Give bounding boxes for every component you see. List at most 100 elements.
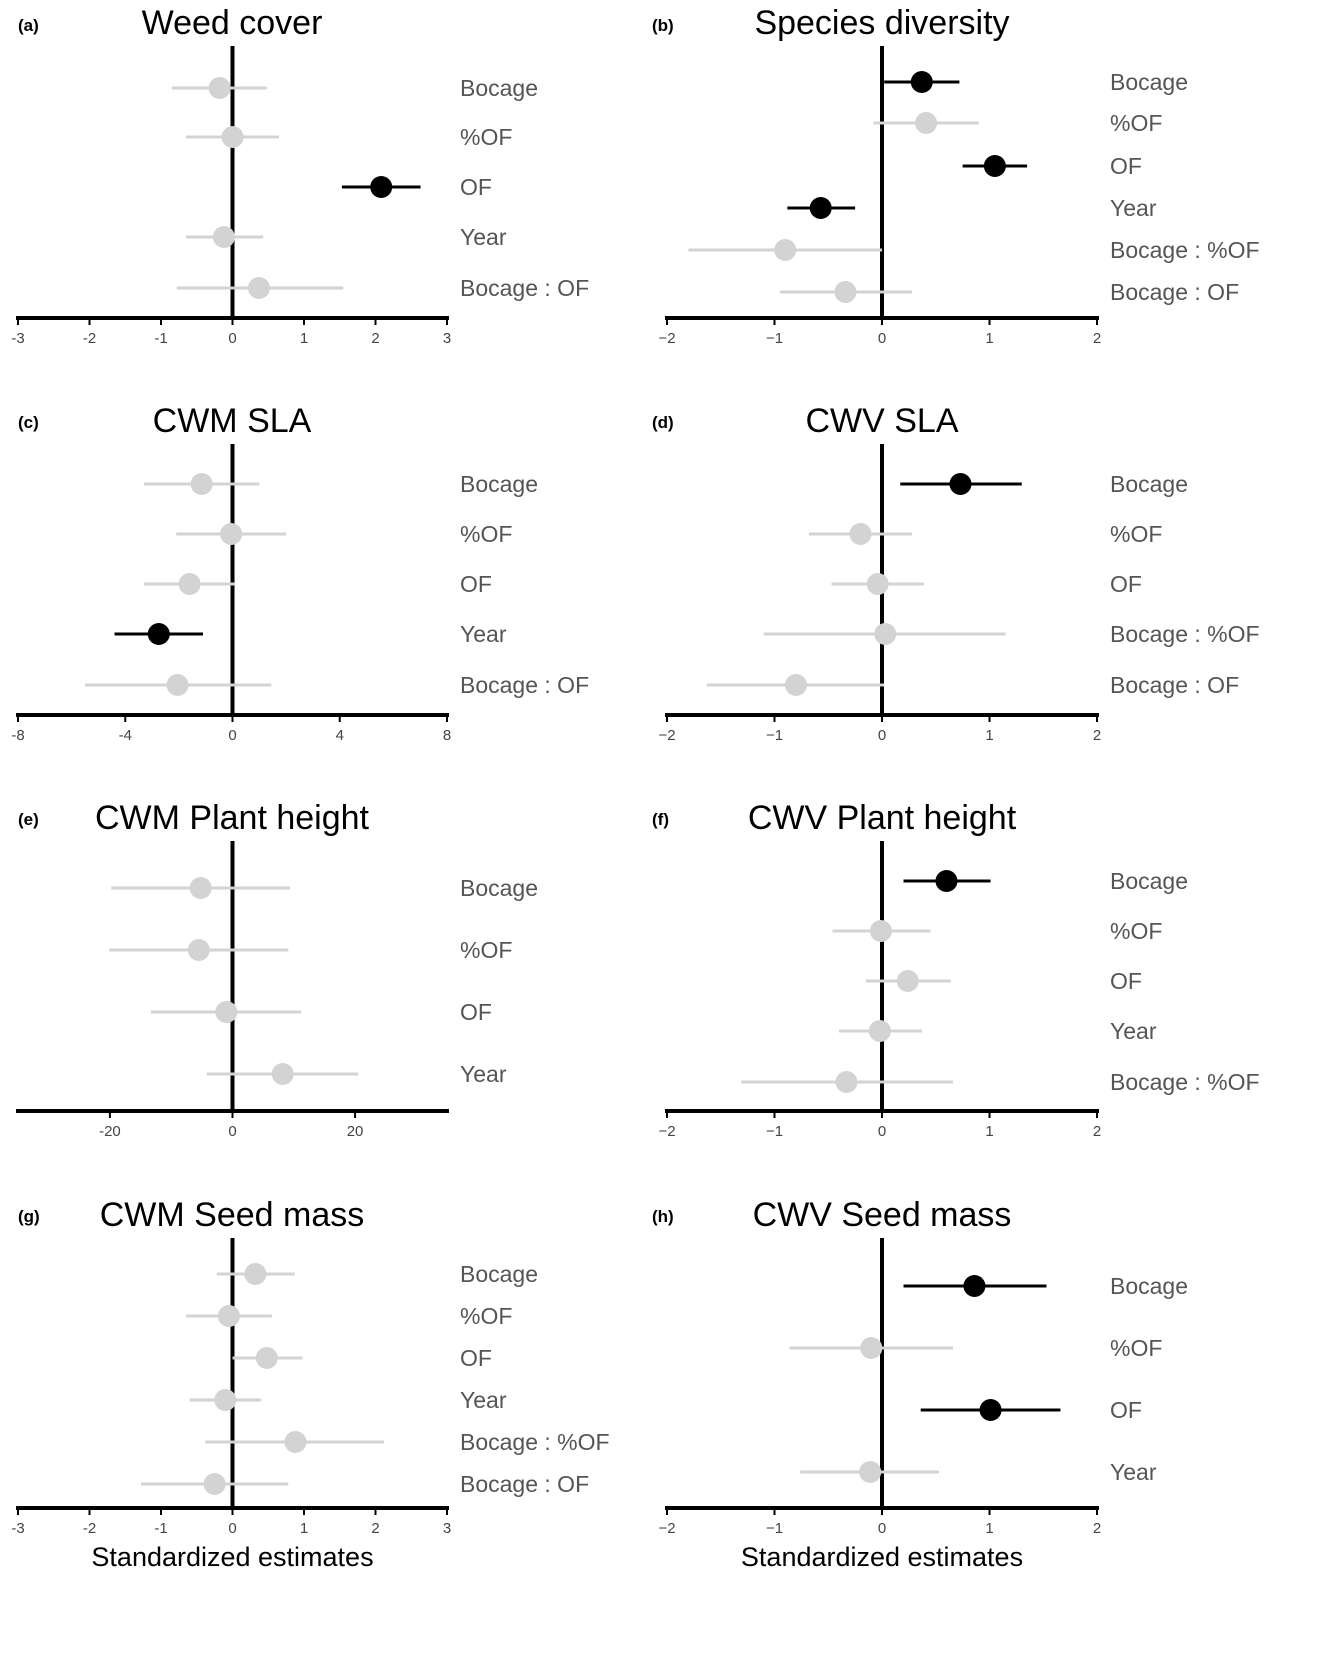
row-label: Bocage : OF [460,672,589,698]
x-tick-label: 1 [985,1520,993,1537]
x-tick-label: −2 [658,727,675,744]
panel-title: Species diversity [754,4,1009,42]
estimate-point [915,112,938,134]
row-label: OF [1110,1397,1142,1423]
row-label: %OF [1110,918,1162,944]
estimate-point [217,1305,240,1327]
panel-title: CWV SLA [805,402,958,440]
x-tick-label: -2 [83,330,96,347]
row-label: %OF [460,124,512,150]
row-label: OF [1110,571,1142,597]
x-tick-label: 2 [371,330,379,347]
x-tick-label: 4 [336,727,344,744]
row-label: Bocage : OF [460,1471,589,1497]
estimate-point [284,1431,307,1453]
row-label: OF [460,1345,492,1371]
row-label: %OF [460,521,512,547]
x-tick-label: -8 [11,727,24,744]
x-tick-label: 0 [878,330,886,347]
estimate-point [963,1275,986,1297]
row-label: OF [460,571,492,597]
x-tick-label: 20 [347,1123,364,1140]
x-tick-label: 2 [1093,1123,1101,1140]
estimate-point [190,473,213,495]
estimate-point [910,71,933,93]
estimate-point [983,155,1006,177]
panel-letter: (b) [652,16,674,35]
estimate-point [212,226,235,248]
row-label: %OF [1110,1335,1162,1361]
row-label: Year [460,224,507,250]
estimate-point [774,239,797,261]
x-tick-label: 3 [443,330,451,347]
row-label: %OF [460,1303,512,1329]
row-label: Bocage [460,1261,538,1287]
row-label: Bocage : %OF [1110,237,1260,263]
x-tick-label: 3 [443,1520,451,1537]
x-tick-label: 2 [1093,727,1101,744]
estimate-point [147,623,170,645]
estimate-point [979,1399,1002,1421]
x-axis-title: Standardized estimates [91,1542,373,1572]
panel-letter: (g) [18,1207,40,1226]
estimate-point [220,523,243,545]
panel-e: (e) CWM Plant height -20 0 20 Bocage %OF OF Year [16,799,538,1140]
row-label: OF [460,999,492,1025]
estimate-point [949,473,972,495]
x-tick-label: −1 [766,330,783,347]
panel-b: (b) Species diversity −2 −1 0 1 2 Bocage %OF OF Ye… [652,4,1260,347]
row-label: %OF [460,937,512,963]
x-tick-label: 1 [985,727,993,744]
row-label: Bocage : OF [460,275,589,301]
x-tick-label: 0 [878,1123,886,1140]
panel-d: (d) CWV SLA −2 −1 0 1 2 Bocage %OF OF Bocage : %OF… [652,402,1260,744]
x-tick-label: 1 [985,1123,993,1140]
row-label: Bocage [460,75,538,101]
estimate-point [785,674,807,696]
x-tick-label: -1 [154,330,167,347]
estimate-point [271,1063,294,1085]
row-label: OF [1110,968,1142,994]
estimate-point [809,197,832,219]
row-label: OF [1110,153,1142,179]
x-axis-title: Standardized estimates [741,1542,1023,1572]
row-label: Year [1110,1018,1157,1044]
x-tick-label: -3 [11,330,24,347]
x-tick-label: 0 [228,727,236,744]
row-label: Bocage [1110,868,1188,894]
x-tick-label: 8 [443,727,451,744]
x-tick-label: 0 [228,1520,236,1537]
estimate-point [860,1337,883,1359]
estimate-point [255,1347,278,1369]
x-tick-label: -2 [83,1520,96,1537]
row-label: Bocage [1110,471,1188,497]
estimate-point [868,1020,891,1042]
x-tick-label: -3 [11,1520,24,1537]
x-tick-label: 1 [300,330,308,347]
x-tick-label: -1 [154,1520,167,1537]
row-label: %OF [1110,521,1162,547]
panel-title: Weed cover [142,4,323,42]
estimate-point [835,1071,858,1093]
estimate-point [866,573,889,595]
x-tick-label: −2 [658,1123,675,1140]
panel-letter: (c) [18,413,39,432]
row-label: Year [460,621,507,647]
x-tick-label: −2 [658,1520,675,1537]
estimate-point [935,870,958,892]
row-label: Bocage [460,471,538,497]
panel-h: (h) CWV Seed mass −2 −1 0 1 2 Bocage %OF OF Year St… [652,1196,1188,1572]
estimate-point [187,939,210,961]
x-tick-label: 1 [300,1520,308,1537]
panel-title: CWM SLA [153,402,312,440]
x-tick-label: 0 [228,1123,236,1140]
estimate-point [221,126,244,148]
x-tick-label: 0 [878,727,886,744]
panel-title: CWM Seed mass [100,1196,365,1234]
row-label: Bocage : OF [1110,672,1239,698]
estimate-point [859,1461,882,1483]
x-tick-label: −1 [766,727,783,744]
panel-a: (a) Weed cover -3 -2 -1 0 1 2 3 Bocage %OF OF Year Bo… [11,4,589,347]
panel-f: (f) CWV Plant height −2 −1 0 1 2 Bocage %OF OF Yea… [652,799,1260,1140]
